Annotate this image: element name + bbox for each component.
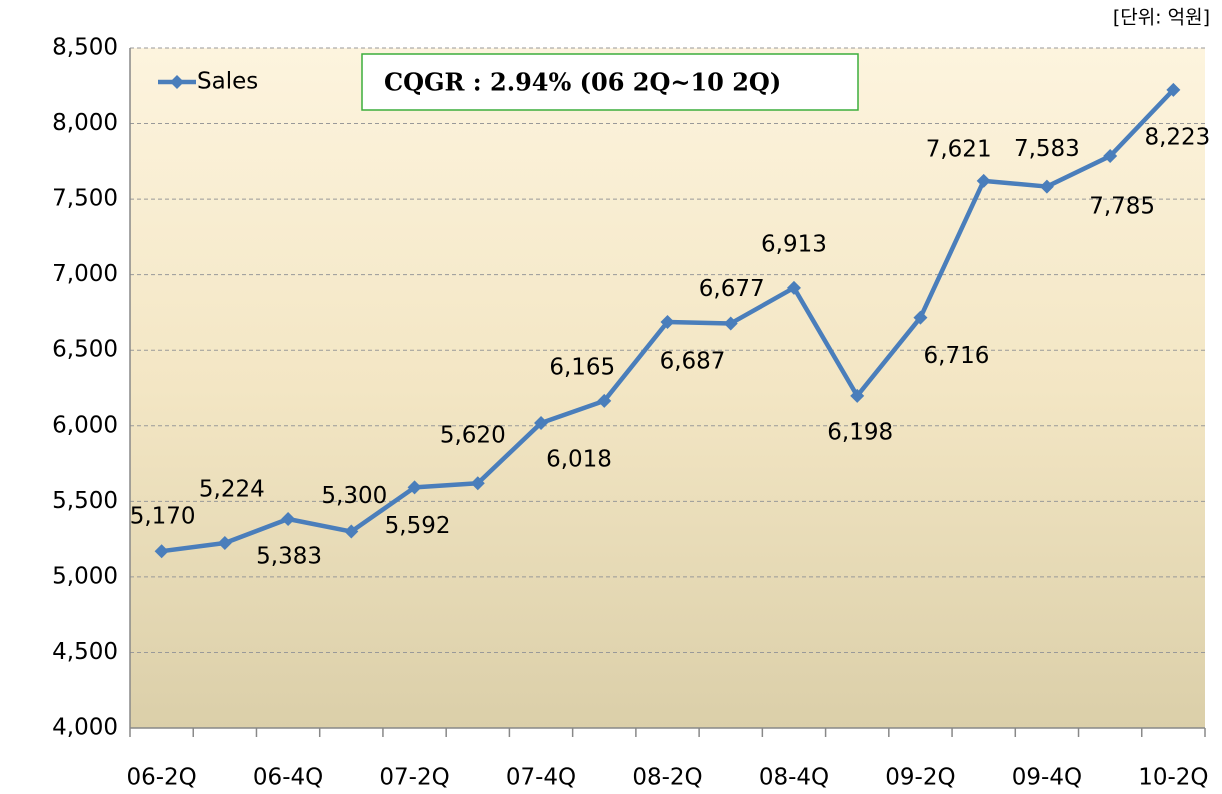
- data-label: 7,785: [1089, 194, 1155, 220]
- y-tick-label: 6,000: [52, 412, 118, 438]
- x-tick-label: 06-4Q: [253, 765, 323, 791]
- data-label: 5,224: [199, 477, 265, 503]
- legend-marker: [170, 75, 184, 89]
- unit-label: [단위: 억원]: [1113, 7, 1210, 29]
- x-tick-label: 06-2Q: [126, 765, 196, 791]
- x-tick-label: 09-2Q: [885, 765, 955, 791]
- data-point: [1103, 149, 1118, 164]
- data-point: [913, 310, 928, 325]
- data-point: [597, 393, 612, 408]
- data-label: 6,165: [549, 354, 615, 380]
- data-label: 8,223: [1144, 124, 1210, 150]
- y-tick-label: 7,500: [52, 186, 118, 212]
- y-tick-label: 5,500: [52, 488, 118, 514]
- data-point: [470, 476, 485, 491]
- data-label: 6,677: [699, 276, 765, 302]
- annotation: CQGR : 2.94% (06 2Q~10 2Q): [384, 68, 781, 97]
- data-label: 6,913: [761, 231, 827, 257]
- y-tick-label: 4,500: [52, 639, 118, 665]
- data-point: [217, 536, 232, 551]
- data-label: 5,592: [385, 513, 451, 539]
- data-label: 5,383: [256, 544, 322, 570]
- plot-area: [130, 48, 1205, 728]
- data-point: [1166, 82, 1181, 97]
- data-label: 6,018: [546, 447, 612, 473]
- x-tick-label: 08-4Q: [759, 765, 829, 791]
- annotation-box: [361, 53, 859, 111]
- legend-label: Sales: [197, 69, 258, 95]
- data-point: [1039, 179, 1054, 194]
- data-point: [344, 524, 359, 539]
- data-point: [660, 314, 675, 329]
- data-label: 6,716: [924, 343, 990, 369]
- y-tick-label: 6,500: [52, 337, 118, 363]
- data-point: [154, 544, 169, 559]
- data-label: 5,170: [130, 504, 196, 530]
- data-label: 6,198: [827, 419, 893, 445]
- data-point: [850, 388, 865, 403]
- data-point: [407, 480, 422, 495]
- y-tick-label: 8,500: [52, 35, 118, 61]
- x-tick-label: 08-2Q: [632, 765, 702, 791]
- data-label: 7,583: [1014, 136, 1080, 162]
- y-tick-label: 7,000: [52, 261, 118, 287]
- y-tick-label: 5,000: [52, 563, 118, 589]
- x-tick-label: 10-2Q: [1138, 765, 1208, 791]
- data-point: [976, 173, 991, 188]
- data-point: [723, 316, 738, 331]
- data-label: 5,620: [440, 423, 506, 449]
- x-tick-label: 07-2Q: [379, 765, 449, 791]
- y-tick-label: 8,000: [52, 110, 118, 136]
- x-tick-label: 09-4Q: [1012, 765, 1082, 791]
- y-tick-label: 4,000: [52, 715, 118, 741]
- data-point: [786, 280, 801, 295]
- data-point: [534, 416, 549, 431]
- data-label: 7,621: [926, 136, 992, 162]
- x-tick-label: 07-4Q: [506, 765, 576, 791]
- data-label: 6,687: [660, 348, 726, 374]
- data-label: 5,300: [321, 483, 387, 509]
- data-point: [281, 512, 296, 527]
